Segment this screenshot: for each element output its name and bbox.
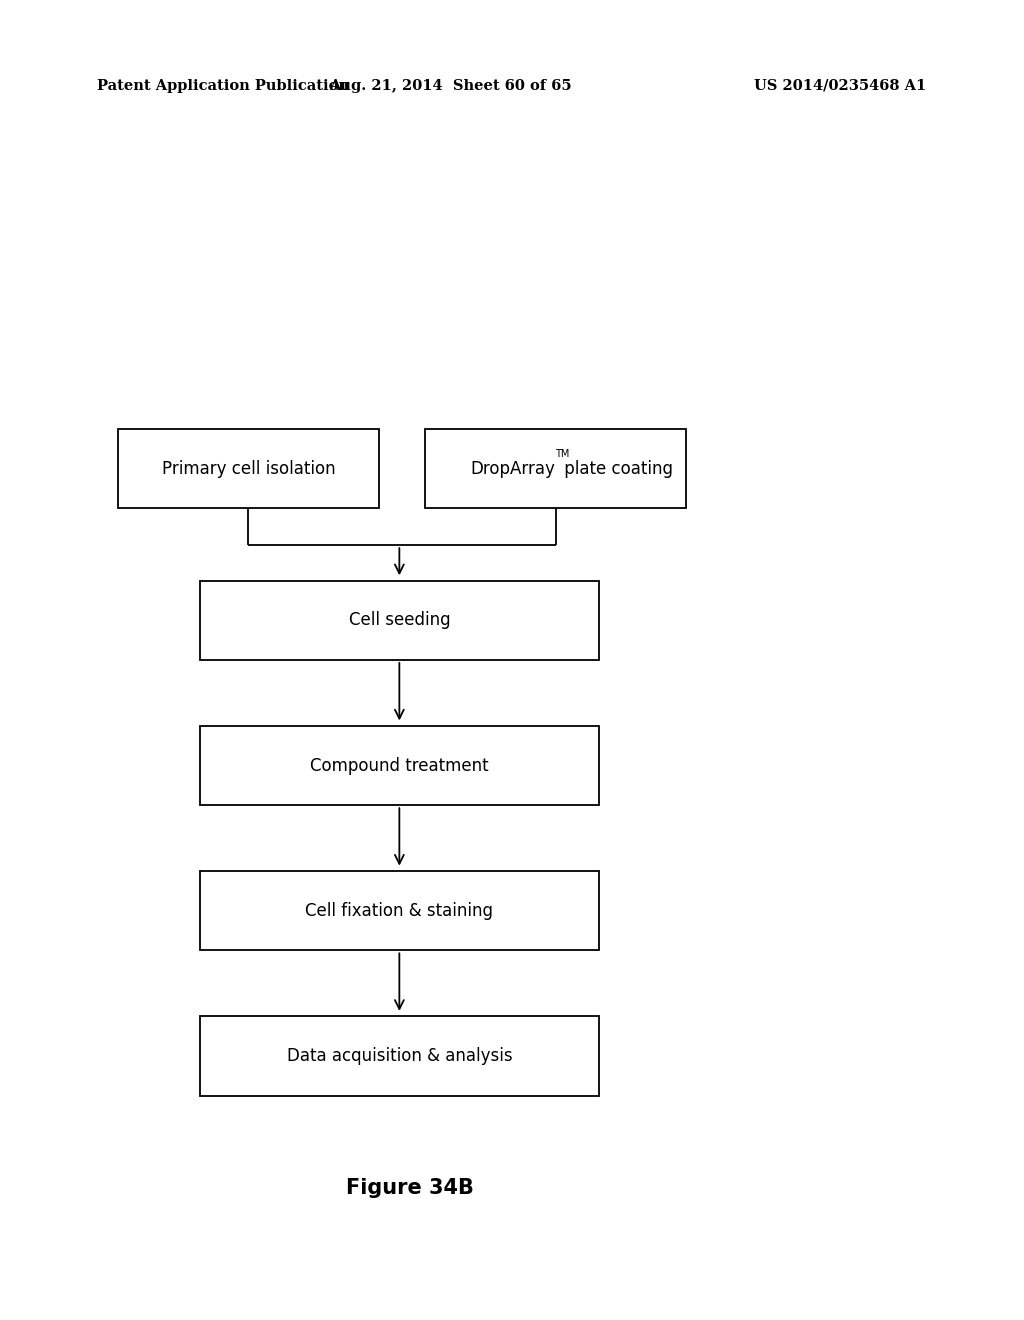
Text: Cell seeding: Cell seeding [348,611,451,630]
Text: Cell fixation & staining: Cell fixation & staining [305,902,494,920]
FancyBboxPatch shape [200,581,599,660]
Text: TM: TM [555,449,570,459]
Text: DropArray: DropArray [471,459,555,478]
Text: plate coating: plate coating [559,459,673,478]
Text: Aug. 21, 2014  Sheet 60 of 65: Aug. 21, 2014 Sheet 60 of 65 [330,79,571,92]
Text: Primary cell isolation: Primary cell isolation [162,459,335,478]
Text: Patent Application Publication: Patent Application Publication [97,79,349,92]
Text: Figure 34B: Figure 34B [346,1177,473,1199]
FancyBboxPatch shape [200,726,599,805]
FancyBboxPatch shape [425,429,686,508]
Text: Compound treatment: Compound treatment [310,756,488,775]
Text: Data acquisition & analysis: Data acquisition & analysis [287,1047,512,1065]
Text: US 2014/0235468 A1: US 2014/0235468 A1 [755,79,927,92]
FancyBboxPatch shape [200,1016,599,1096]
FancyBboxPatch shape [118,429,379,508]
FancyBboxPatch shape [200,871,599,950]
